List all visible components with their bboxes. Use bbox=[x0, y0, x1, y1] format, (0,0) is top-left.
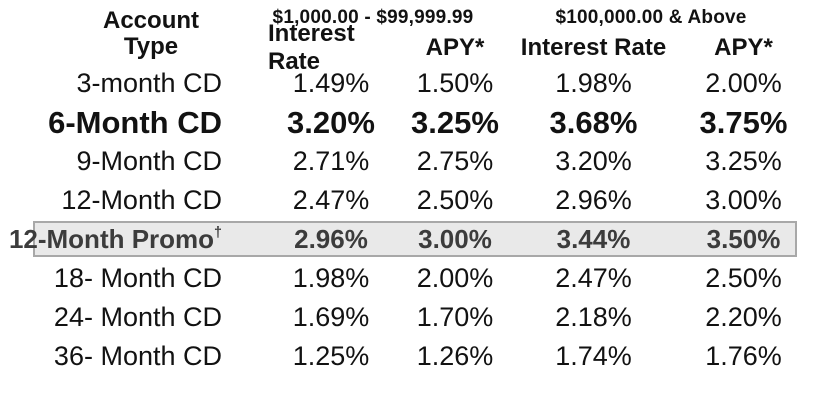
account-type-cell: 24- Month CD bbox=[0, 298, 268, 337]
tier1-apy-cell: 3.25% bbox=[411, 104, 499, 140]
column-header-tier1-interest-rate: Interest Rate bbox=[268, 19, 355, 75]
promo-row-highlight bbox=[33, 221, 797, 257]
table-row: 12-Month Promo † 2.96% 3.00% 3.44% 3.50% bbox=[0, 220, 816, 259]
tier2-interest-rate-cell: 2.18% bbox=[555, 302, 632, 332]
column-header-tier1-apy: APY* bbox=[425, 33, 485, 61]
tier1-interest-rate-cell: 1.69% bbox=[292, 302, 370, 332]
table-row: 9-Month CD 2.71% 2.75% 3.20% 3.25% bbox=[0, 142, 816, 181]
account-type-label: 3-month CD bbox=[76, 68, 222, 98]
account-type-label: 12-Month CD bbox=[61, 185, 222, 215]
tier1-apy-cell: 1.70% bbox=[416, 302, 494, 332]
account-type-label: 9-Month CD bbox=[76, 146, 222, 176]
tier1-interest-rate-cell: 1.25% bbox=[292, 341, 370, 371]
table-row: 6-Month CD 3.20% 3.25% 3.68% 3.75% bbox=[0, 103, 816, 142]
tier1-interest-rate-cell: 3.20% bbox=[287, 104, 375, 140]
tier2-interest-rate-cell: 1.74% bbox=[555, 341, 632, 371]
account-type-cell: 12-Month CD bbox=[0, 181, 268, 220]
tier2-apy-cell: 2.20% bbox=[705, 302, 782, 332]
column-header-tier2-interest-rate: Interest Rate bbox=[520, 33, 667, 61]
account-type-cell: 9-Month CD bbox=[0, 142, 268, 181]
tier1-interest-rate-cell: 2.96% bbox=[294, 224, 368, 254]
account-type-cell: 12-Month Promo † bbox=[8, 224, 222, 254]
tier1-apy-cell: 2.00% bbox=[416, 263, 494, 293]
tier-header-low-balance: $1,000.00 - $99,999.99 bbox=[272, 6, 474, 28]
tier1-interest-rate-cell: 1.98% bbox=[292, 263, 370, 293]
table-body: 3-month CD 1.49% 1.50% 1.98% 2.00% 6-Mon… bbox=[0, 64, 816, 376]
table-header: Account Type $1,000.00 - $99,999.99 $100… bbox=[0, 4, 816, 75]
tier2-apy-cell: 3.00% bbox=[705, 185, 782, 215]
tier2-interest-rate-cell: 2.47% bbox=[555, 263, 632, 293]
tier1-apy-cell: 1.50% bbox=[416, 68, 494, 98]
column-header-account-type: Account Type bbox=[103, 7, 199, 60]
tier-header-high-balance: $100,000.00 & Above bbox=[555, 6, 747, 28]
tier2-apy-cell: 3.75% bbox=[699, 104, 788, 140]
account-type-cell: 36- Month CD bbox=[0, 337, 268, 376]
tier1-apy-cell: 2.50% bbox=[416, 185, 494, 215]
tier2-apy-cell: 3.25% bbox=[705, 146, 782, 176]
column-header-tier2-apy: APY* bbox=[714, 33, 773, 61]
tier1-apy-cell: 1.26% bbox=[416, 341, 494, 371]
account-type-cell: 6-Month CD bbox=[0, 103, 268, 142]
account-type-cell: 3-month CD bbox=[0, 64, 268, 103]
tier2-apy-cell: 2.50% bbox=[705, 263, 782, 293]
account-type-label: 6-Month CD bbox=[48, 104, 222, 140]
tier2-interest-rate-cell: 3.44% bbox=[556, 224, 631, 254]
account-type-label: 24- Month CD bbox=[53, 302, 222, 332]
tier1-interest-rate-cell: 2.71% bbox=[292, 146, 370, 176]
account-type-label: 12-Month Promo bbox=[8, 224, 215, 254]
tier1-apy-cell: 2.75% bbox=[416, 146, 494, 176]
table-row: 36- Month CD 1.25% 1.26% 1.74% 1.76% bbox=[0, 337, 816, 376]
account-type-label: 18- Month CD bbox=[53, 263, 222, 293]
tier1-interest-rate-cell: 1.49% bbox=[292, 68, 370, 98]
tier2-interest-rate-cell: 1.98% bbox=[555, 68, 632, 98]
tier1-apy-cell: 3.00% bbox=[418, 224, 492, 254]
account-type-cell: 18- Month CD bbox=[0, 259, 268, 298]
tier2-interest-rate-cell: 3.20% bbox=[555, 146, 632, 176]
table-row: 18- Month CD 1.98% 2.00% 2.47% 2.50% bbox=[0, 259, 816, 298]
table-row: 12-Month CD 2.47% 2.50% 2.96% 3.00% bbox=[0, 181, 816, 220]
tier1-interest-rate-cell: 2.47% bbox=[292, 185, 370, 215]
account-type-label: 36- Month CD bbox=[53, 341, 222, 371]
tier2-apy-cell: 2.00% bbox=[705, 68, 782, 98]
table-row: 3-month CD 1.49% 1.50% 1.98% 2.00% bbox=[0, 64, 816, 103]
tier2-apy-cell: 3.50% bbox=[706, 224, 781, 254]
table-row: 24- Month CD 1.69% 1.70% 2.18% 2.20% bbox=[0, 298, 816, 337]
tier2-interest-rate-cell: 2.96% bbox=[555, 185, 632, 215]
tier2-apy-cell: 1.76% bbox=[705, 341, 782, 371]
tier2-interest-rate-cell: 3.68% bbox=[549, 104, 638, 140]
